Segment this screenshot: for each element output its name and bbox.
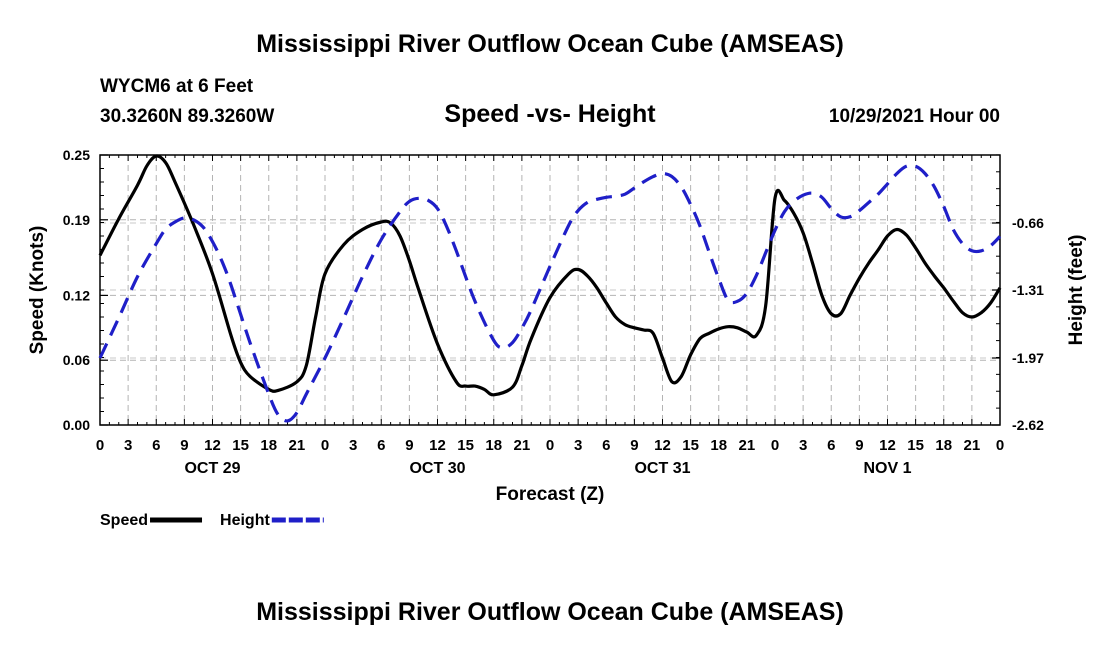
x-tick-label: 15 <box>682 437 699 454</box>
y-axis-title: Speed (Knots) <box>27 226 48 355</box>
x-tick-label: 12 <box>429 437 446 454</box>
series-line-height <box>98 163 1002 423</box>
x-tick-label: 6 <box>602 437 610 454</box>
y2-tick-label: -0.66 <box>1012 215 1044 231</box>
y2-tick-label: -1.97 <box>1012 350 1044 366</box>
x-axis-title: Forecast (Z) <box>496 484 605 505</box>
x-tick-label: 3 <box>349 437 357 454</box>
x-tick-label: 15 <box>907 437 924 454</box>
forecast-run-time: 10/29/2021 Hour 00 <box>828 106 1000 127</box>
x-day-label: NOV 1 <box>863 460 911 477</box>
station-coordinates: 30.3260N 89.3260W <box>100 106 275 127</box>
series-line-speed <box>98 154 1002 397</box>
x-tick-label: 12 <box>654 437 671 454</box>
footer-title: Mississippi River Outflow Ocean Cube (AM… <box>256 598 844 626</box>
x-tick-label: 6 <box>152 437 160 454</box>
x-tick-label: 9 <box>630 437 638 454</box>
x-tick-label: 3 <box>124 437 132 454</box>
chart-subtitle: Speed -vs- Height <box>444 100 656 128</box>
x-tick-label: 18 <box>710 437 727 454</box>
x-tick-label: 15 <box>232 437 249 454</box>
x-tick-label: 0 <box>996 437 1004 454</box>
x-tick-label: 9 <box>180 437 188 454</box>
x-tick-label: 3 <box>799 437 807 454</box>
chart-main-title: Mississippi River Outflow Ocean Cube (AM… <box>256 30 844 58</box>
y-tick-label: 0.00 <box>63 417 90 433</box>
x-tick-label: 0 <box>321 437 329 454</box>
y-tick-label: 0.25 <box>63 147 90 163</box>
x-tick-label: 21 <box>964 437 981 454</box>
x-day-label: OCT 31 <box>634 460 690 477</box>
x-tick-label: 21 <box>514 437 531 454</box>
x-tick-label: 6 <box>377 437 385 454</box>
x-tick-label: 9 <box>855 437 863 454</box>
x-tick-label: 6 <box>827 437 835 454</box>
x-day-label: OCT 29 <box>184 460 240 477</box>
y-tick-label: 0.12 <box>63 287 90 303</box>
x-tick-label: 0 <box>771 437 779 454</box>
station-label: WYCM6 at 6 Feet <box>100 76 254 97</box>
x-tick-label: 9 <box>405 437 413 454</box>
x-tick-label: 0 <box>546 437 554 454</box>
x-tick-label: 21 <box>289 437 306 454</box>
x-tick-label: 21 <box>739 437 756 454</box>
y-tick-label: 0.06 <box>63 352 90 368</box>
x-tick-label: 12 <box>204 437 221 454</box>
x-day-label: OCT 30 <box>409 460 465 477</box>
x-tick-label: 15 <box>457 437 474 454</box>
y2-tick-label: -2.62 <box>1012 417 1044 433</box>
y-tick-label: 0.19 <box>63 212 90 228</box>
y2-tick-label: -1.31 <box>1012 282 1044 298</box>
x-tick-label: 18 <box>485 437 502 454</box>
legend-label-height: Height <box>220 512 270 529</box>
x-tick-label: 18 <box>260 437 277 454</box>
x-tick-label: 12 <box>879 437 896 454</box>
legend-label-speed: Speed <box>100 512 148 529</box>
x-tick-label: 18 <box>935 437 952 454</box>
y2-axis-title: Height (feet) <box>1066 235 1087 346</box>
x-tick-label: 3 <box>574 437 582 454</box>
x-tick-label: 0 <box>96 437 104 454</box>
